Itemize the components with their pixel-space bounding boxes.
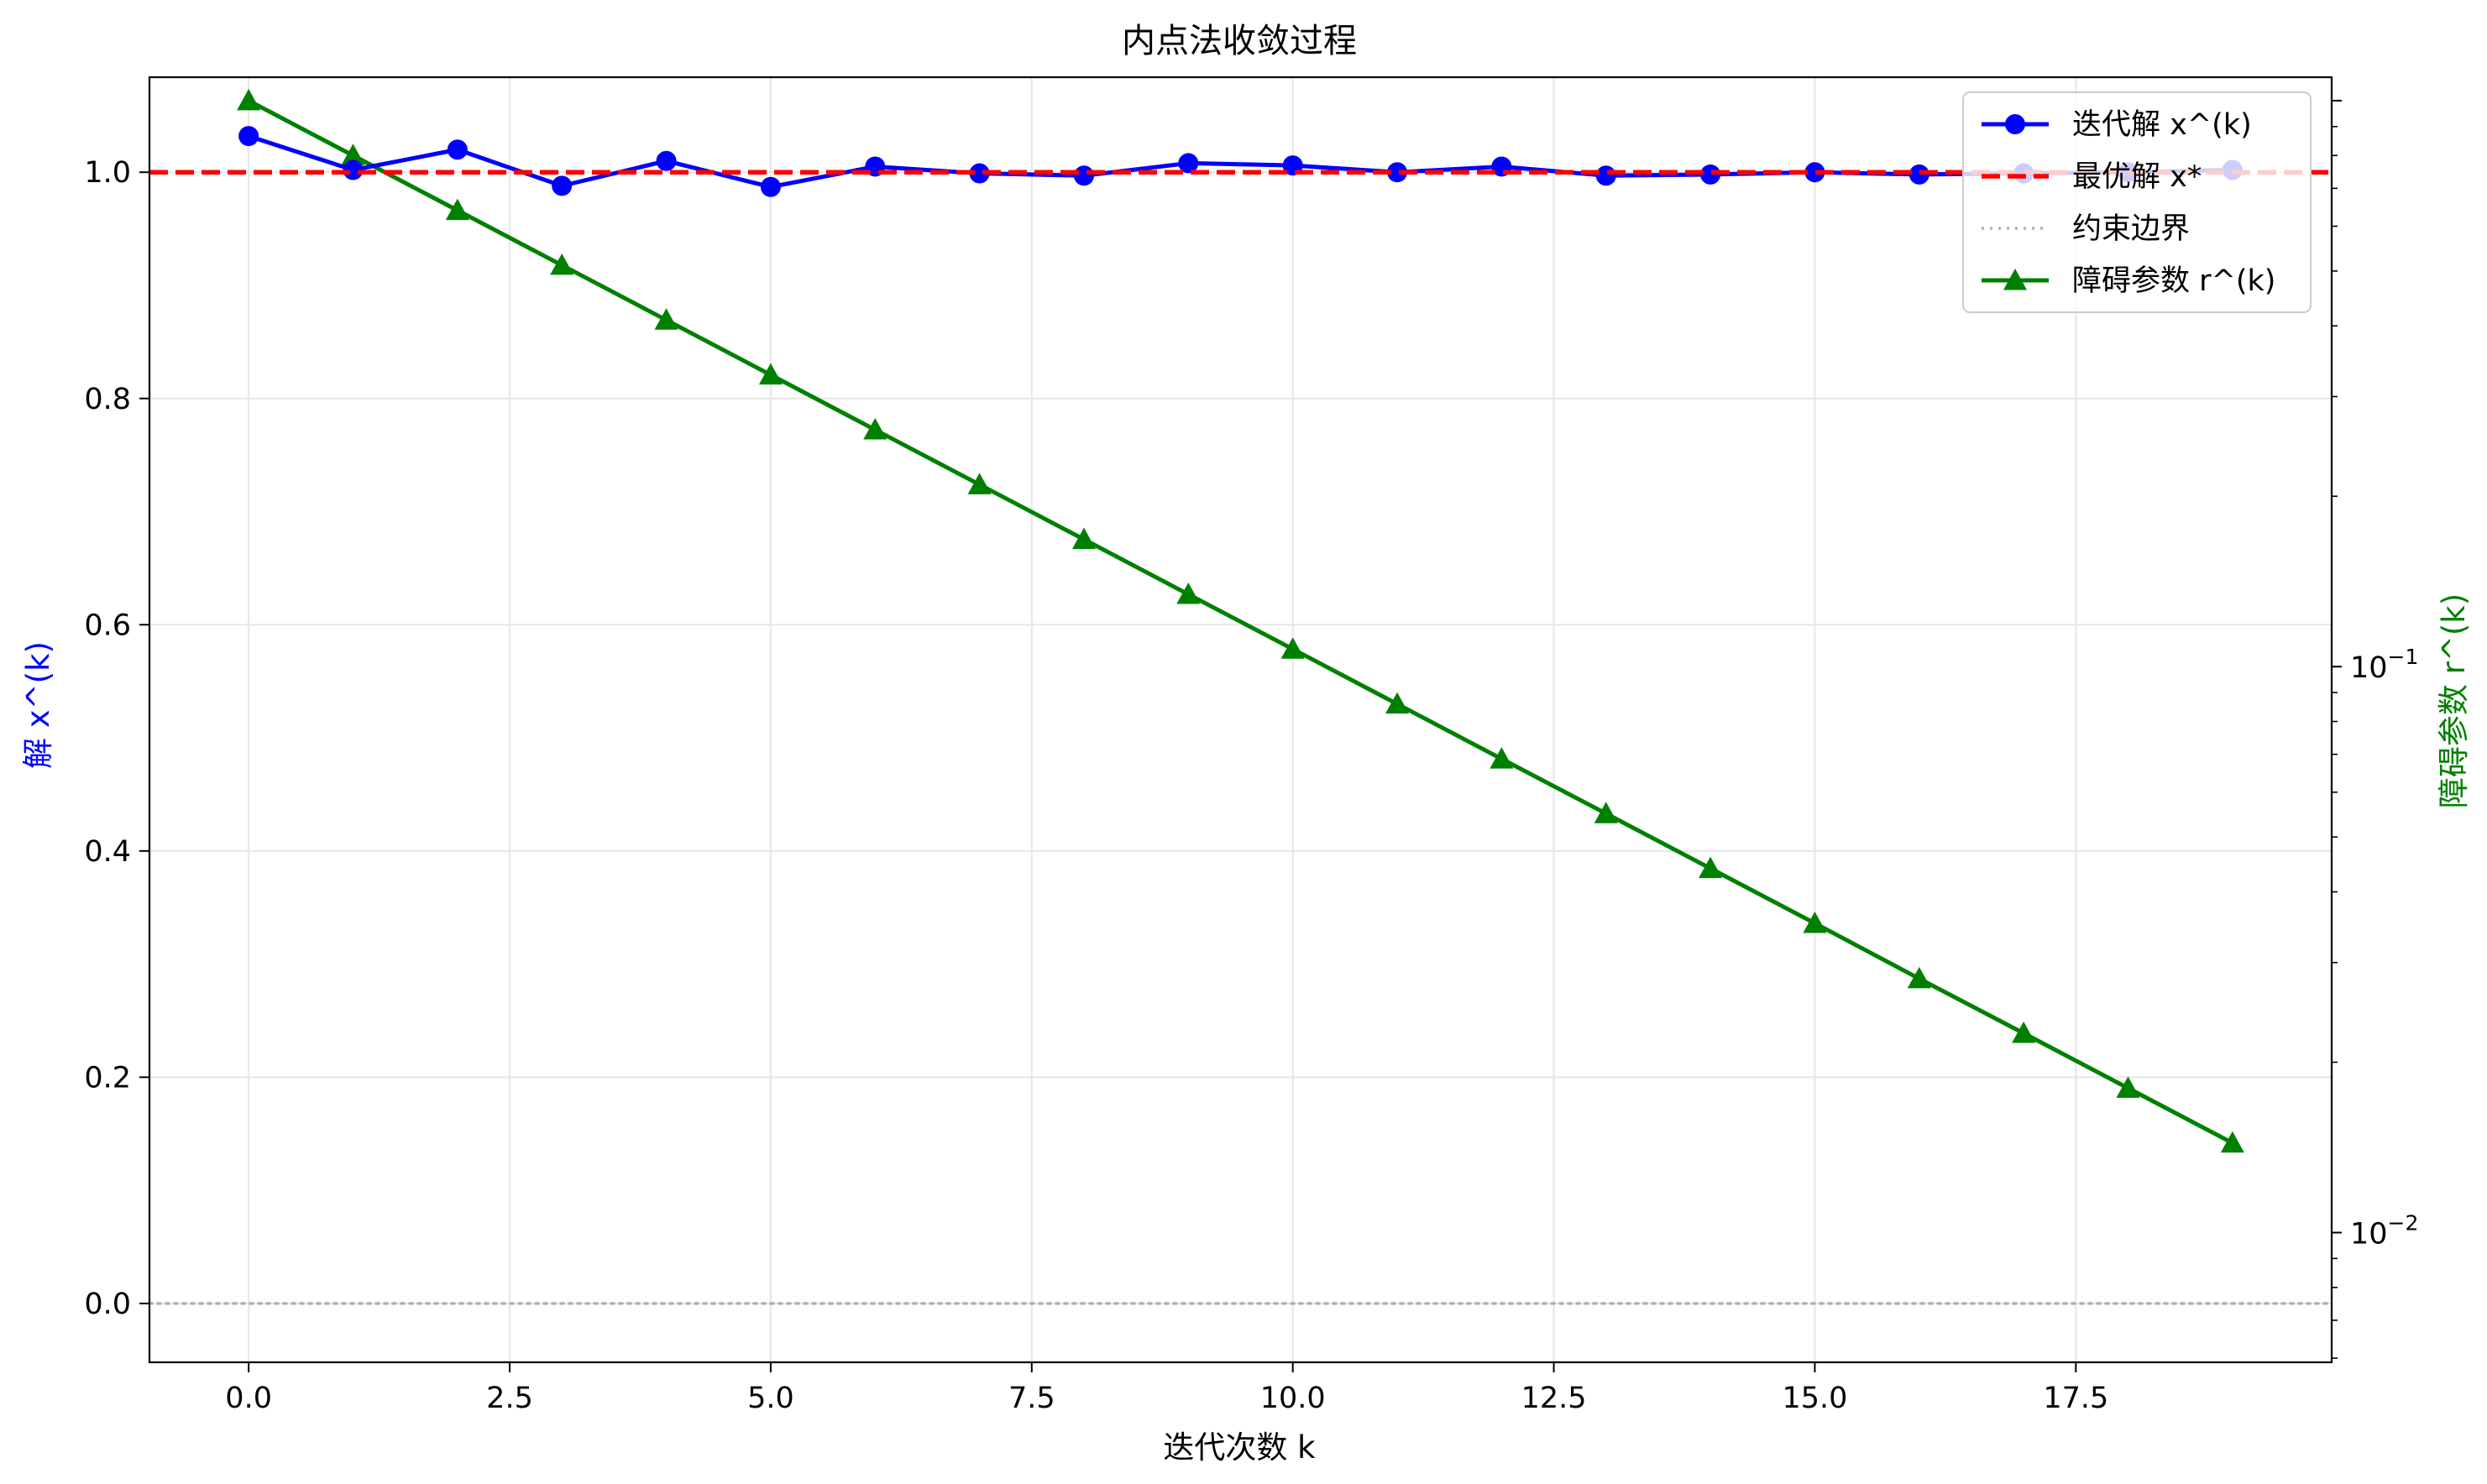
- y-right-tick-exponent: −1: [2388, 645, 2419, 669]
- barrier-point: [445, 198, 469, 221]
- chart-title: 内点法收敛过程: [1122, 22, 1357, 60]
- y-axis-right-label: 障碍参数 r^(k): [2436, 593, 2472, 808]
- x-tick-label: 2.5: [486, 1382, 533, 1415]
- iterate-point: [1387, 162, 1408, 183]
- legend-entry-label: 迭代解 x^(k): [2072, 108, 2252, 142]
- y-tick-label: 0.8: [84, 383, 131, 416]
- legend-box: [1962, 91, 2312, 313]
- iterate-point: [238, 126, 259, 147]
- legend-entry-label: 障碍参数 r^(k): [2072, 264, 2275, 298]
- x-axis-label: 迭代次数 k: [1163, 1429, 1316, 1466]
- barrier-point: [1699, 856, 1723, 879]
- y-tick-label: 0.2: [84, 1061, 131, 1095]
- y-tick-label: 1.0: [84, 156, 131, 190]
- barrier-point: [758, 363, 783, 385]
- y-right-tick-label: 10−1: [2350, 645, 2418, 685]
- barrier-point: [1071, 527, 1096, 550]
- barrier-series-line: [247, 98, 2234, 1145]
- legend-swatch-marker: [2003, 269, 2027, 290]
- x-tick-label: 15.0: [1782, 1382, 1847, 1415]
- y-axis-left: 0.0 0.2 0.4 0.6 0.8 1.0: [84, 156, 149, 1321]
- barrier-point: [1907, 966, 1931, 989]
- x-tick-label: 7.5: [1008, 1382, 1055, 1415]
- y-right-tick-label: 10−2: [2350, 1210, 2418, 1251]
- barrier-point: [2220, 1131, 2244, 1153]
- x-tick-label: 5.0: [747, 1382, 794, 1415]
- barrier-point: [863, 418, 887, 440]
- iterate-point: [1700, 164, 1721, 185]
- x-tick-label: 17.5: [2043, 1382, 2108, 1415]
- legend-entry-label: 最优解 x*: [2072, 160, 2202, 194]
- barrier-point: [967, 473, 992, 494]
- iterate-point: [447, 139, 468, 160]
- x-tick-label: 12.5: [1521, 1382, 1587, 1415]
- barrier-point: [1176, 583, 1201, 604]
- iterate-point: [1595, 165, 1616, 186]
- barrier-point: [1385, 692, 1410, 714]
- barrier-point: [1490, 747, 1514, 769]
- series-layer: [149, 88, 2332, 1153]
- y-axis-label: 解 x^(k): [20, 641, 56, 769]
- iterate-point: [1908, 164, 1929, 185]
- iterate-point: [656, 150, 677, 171]
- barrier-point: [1594, 802, 1618, 823]
- x-tick-label: 10.0: [1260, 1382, 1326, 1415]
- barrier-point: [341, 144, 365, 165]
- barrier-point: [2012, 1022, 2036, 1043]
- barrier-point: [654, 308, 678, 330]
- y-tick-label: 0.6: [84, 609, 131, 642]
- y-axis-right: 10−210−1: [2332, 99, 2418, 1359]
- iterate-point: [969, 163, 990, 184]
- x-tick-label: 0.0: [225, 1382, 272, 1415]
- iterate-point: [1804, 162, 1825, 183]
- iterate-point: [1178, 153, 1199, 174]
- iterate-point: [760, 176, 781, 197]
- barrier-point: [550, 253, 574, 275]
- barrier-point: [1280, 637, 1305, 659]
- plot-frame: [148, 76, 2333, 1364]
- y-tick-label: 0.4: [84, 835, 131, 869]
- legend-swatch-marker: [2005, 114, 2025, 134]
- iterate-point: [343, 159, 364, 180]
- iterate-point: [552, 175, 573, 196]
- iterate-point: [1073, 165, 1094, 186]
- y-tick-label: 0.0: [84, 1288, 131, 1321]
- y-right-tick-exponent: −2: [2388, 1210, 2419, 1235]
- barrier-point: [1803, 911, 1827, 933]
- barrier-point: [2116, 1076, 2140, 1098]
- y-right-tick-base: 10: [2350, 1217, 2388, 1251]
- legend-entry-label: 约束边界: [2072, 212, 2190, 246]
- barrier-point: [237, 88, 261, 111]
- y-right-tick-base: 10: [2350, 651, 2388, 685]
- x-axis: 0.0 2.5 5.0 7.5 10.0 12.5 15.0 17.5: [225, 1362, 2108, 1415]
